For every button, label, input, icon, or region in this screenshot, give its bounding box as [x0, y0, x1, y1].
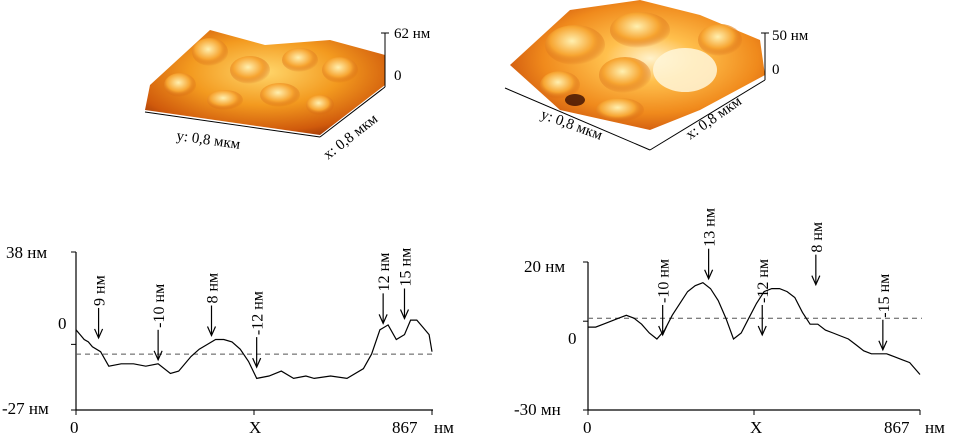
- annotation-arrow-head: [757, 325, 767, 337]
- annotation-arrow-head: [704, 269, 714, 281]
- annotation-arrow-head: [399, 309, 410, 320]
- y-tick-label-zero: 0: [568, 329, 577, 348]
- annotation-label: 12 нм: [376, 253, 393, 292]
- annotation-1: 13 нм: [702, 208, 719, 281]
- annotation-label: -10 нм: [151, 284, 168, 328]
- annotation-arrow-head: [878, 340, 888, 352]
- profile-line: [75, 319, 433, 380]
- annotation-arrow-head: [252, 357, 262, 369]
- x-axis-label: X: [750, 418, 762, 437]
- annotation-arrow-head: [153, 350, 163, 362]
- x-tick-label-zero: 0: [70, 418, 79, 437]
- annotation-arrow-head: [378, 314, 388, 325]
- annotation-1: -10 нм: [151, 284, 168, 362]
- afm-bumps-right: [540, 12, 742, 122]
- afm-left-y-label: y: 0,8 мкм: [175, 128, 241, 153]
- annotation-label: -12 нм: [755, 259, 772, 303]
- annotation-2: -12 нм: [755, 259, 772, 337]
- annotation-label: 15 нм: [397, 248, 414, 287]
- annotation-0: 9 нм: [92, 275, 109, 340]
- annotation-arrow-head: [658, 325, 668, 337]
- afm-image-right: 50 нм 0 y: 0,8 мкм x: 0,8 мкм: [504, 0, 809, 151]
- x-unit-label: нм: [434, 418, 454, 437]
- annotation-label: 8 нм: [205, 273, 222, 304]
- x-tick-label-max: 867: [884, 418, 910, 437]
- y-tick-label-zero: 0: [58, 314, 67, 333]
- afm-image-left: 62 нм 0 y: 0,8 мкм x: 0,8 мкм: [144, 26, 431, 163]
- afm-bumps-left: [164, 38, 358, 115]
- x-axis-label: X: [249, 418, 261, 437]
- annotation-4: 12 нм: [376, 253, 393, 325]
- annotation-arrow-head: [94, 328, 104, 340]
- x-unit-label: нм: [925, 418, 945, 437]
- annotation-3: -12 нм: [250, 291, 267, 369]
- annotation-label: -15 нм: [876, 274, 893, 318]
- afm-left-zmin: 0: [394, 68, 402, 84]
- y-tick-label-top: 20 нм: [524, 257, 565, 276]
- annotation-5: 15 нм: [397, 248, 414, 320]
- afm-right-zmin: 0: [772, 62, 780, 78]
- annotation-arrow-head: [206, 326, 217, 337]
- y-tick-label-bottom: -27 нм: [2, 399, 49, 418]
- x-tick-label-zero: 0: [583, 418, 592, 437]
- profile-line: [588, 282, 921, 375]
- profile-chart-left: 9 нм -10 нм 8 нм -12 нм 12 нм 15 нм 38 нм 0 -…: [2, 243, 454, 437]
- afm-right-zmax: 50 нм: [772, 28, 809, 44]
- annotation-label: 13 нм: [702, 208, 719, 247]
- annotation-3: 8 нм: [809, 222, 826, 287]
- annotation-0: -10 нм: [656, 259, 673, 337]
- annotation-label: -12 нм: [250, 291, 267, 335]
- y-tick-label-bottom: -30 мн: [514, 400, 561, 419]
- annotation-4: -15 нм: [876, 274, 893, 352]
- annotation-label: -10 нм: [656, 259, 673, 303]
- annotation-2: 8 нм: [205, 273, 222, 337]
- profile-chart-right: -10 нм 13 нм -12 нм 8 нм -15 нм 20 нм 0 -30 …: [514, 208, 945, 437]
- x-tick-label-max: 867: [392, 418, 418, 437]
- annotation-arrow-head: [811, 275, 821, 287]
- annotation-label: 8 нм: [809, 222, 826, 253]
- annotation-label: 9 нм: [92, 275, 109, 306]
- y-tick-label-top: 38 нм: [6, 243, 47, 262]
- afm-left-zmax: 62 нм: [394, 26, 431, 42]
